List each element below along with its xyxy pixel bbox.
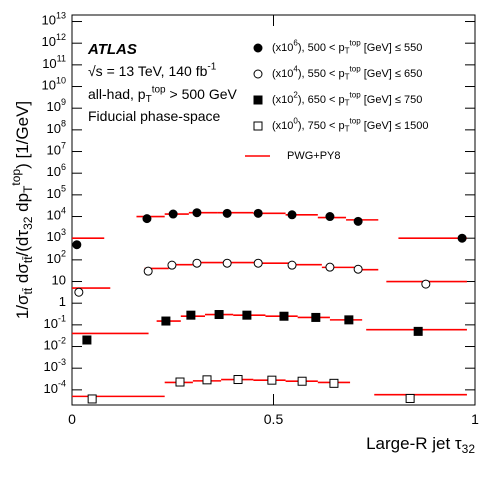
- data-point: [161, 316, 171, 326]
- data-point: [192, 258, 202, 268]
- annotation: √s = 13 TeV, 140 fb-1: [88, 61, 217, 79]
- experiment-label: ATLAS: [87, 41, 137, 58]
- data-point: [325, 262, 335, 272]
- data-point: [279, 311, 289, 321]
- data-point: [287, 260, 297, 270]
- y-tick-label: 10-1: [44, 314, 66, 331]
- y-tick-label: 1012: [42, 32, 66, 49]
- data-point: [311, 312, 321, 322]
- data-point: [202, 375, 212, 385]
- legend-label: (x106), 500 < pTtop [GeV] ≤ 550: [272, 39, 422, 56]
- data-point: [242, 310, 252, 320]
- data-point: [421, 279, 431, 289]
- y-tick-label: 1010: [42, 76, 66, 93]
- y-tick-label: 107: [47, 141, 66, 158]
- data-point: [74, 287, 84, 297]
- data-point: [413, 326, 423, 336]
- y-tick-label: 103: [47, 227, 66, 244]
- legend-label: (x100), 750 < pTtop [GeV] ≤ 1500: [272, 117, 428, 134]
- y-tick-label: 10: [52, 273, 66, 288]
- legend-marker: [253, 121, 263, 131]
- data-point: [168, 209, 178, 219]
- data-point: [186, 310, 196, 320]
- y-tick-label: 105: [47, 184, 66, 201]
- legend-label: (x104), 550 < pTtop [GeV] ≤ 650: [272, 65, 422, 82]
- data-point: [344, 315, 354, 325]
- y-axis-label: 1/σtt̄ dσtt̄/(dτ32 dpTtop) [1/GeV]: [9, 101, 35, 319]
- data-point: [175, 377, 185, 387]
- legend-marker: [253, 69, 263, 79]
- legend-label: PWG+PY8: [287, 150, 341, 162]
- data-point: [253, 258, 263, 268]
- data-point: [405, 393, 415, 403]
- data-point: [222, 208, 232, 218]
- y-tick-label: 1013: [42, 11, 66, 28]
- y-tick-label: 104: [47, 206, 66, 223]
- legend-marker: [253, 95, 263, 105]
- y-tick-label: 102: [47, 249, 66, 266]
- data-point: [142, 214, 152, 224]
- y-tick-label: 1011: [42, 54, 66, 71]
- y-tick-label: 10-4: [44, 379, 66, 396]
- data-point: [192, 208, 202, 218]
- x-tick-label: 0.5: [264, 411, 284, 427]
- data-point: [233, 375, 243, 385]
- data-point: [457, 233, 467, 243]
- data-point: [329, 378, 339, 388]
- y-tick-label: 1: [59, 295, 66, 310]
- data-point: [353, 216, 363, 226]
- legend-label: (x102), 650 < pTtop [GeV] ≤ 750: [272, 91, 422, 108]
- data-point: [214, 310, 224, 320]
- data-point: [287, 210, 297, 220]
- y-tick-label: 109: [47, 97, 66, 114]
- data-point: [167, 260, 177, 270]
- data-point: [325, 212, 335, 222]
- y-tick-label: 10-3: [44, 357, 66, 374]
- y-tick-label: 10-2: [44, 336, 66, 353]
- data-point: [297, 376, 307, 386]
- data-point: [87, 394, 97, 404]
- data-point: [353, 264, 363, 274]
- x-tick-label: 1: [471, 411, 479, 427]
- legend-marker: [253, 43, 263, 53]
- y-tick-label: 106: [47, 162, 66, 179]
- data-point: [253, 208, 263, 218]
- y-tick-label: 108: [47, 119, 66, 136]
- x-axis-label: Large-R jet τ32: [366, 434, 475, 456]
- data-point: [143, 266, 153, 276]
- data-point: [82, 335, 92, 345]
- data-point: [222, 258, 232, 268]
- data-point: [72, 240, 82, 250]
- x-tick-label: 0: [68, 411, 76, 427]
- data-point: [267, 375, 277, 385]
- annotation: Fiducial phase-space: [88, 108, 221, 124]
- annotation: all-had, pTtop > 500 GeV: [88, 84, 237, 105]
